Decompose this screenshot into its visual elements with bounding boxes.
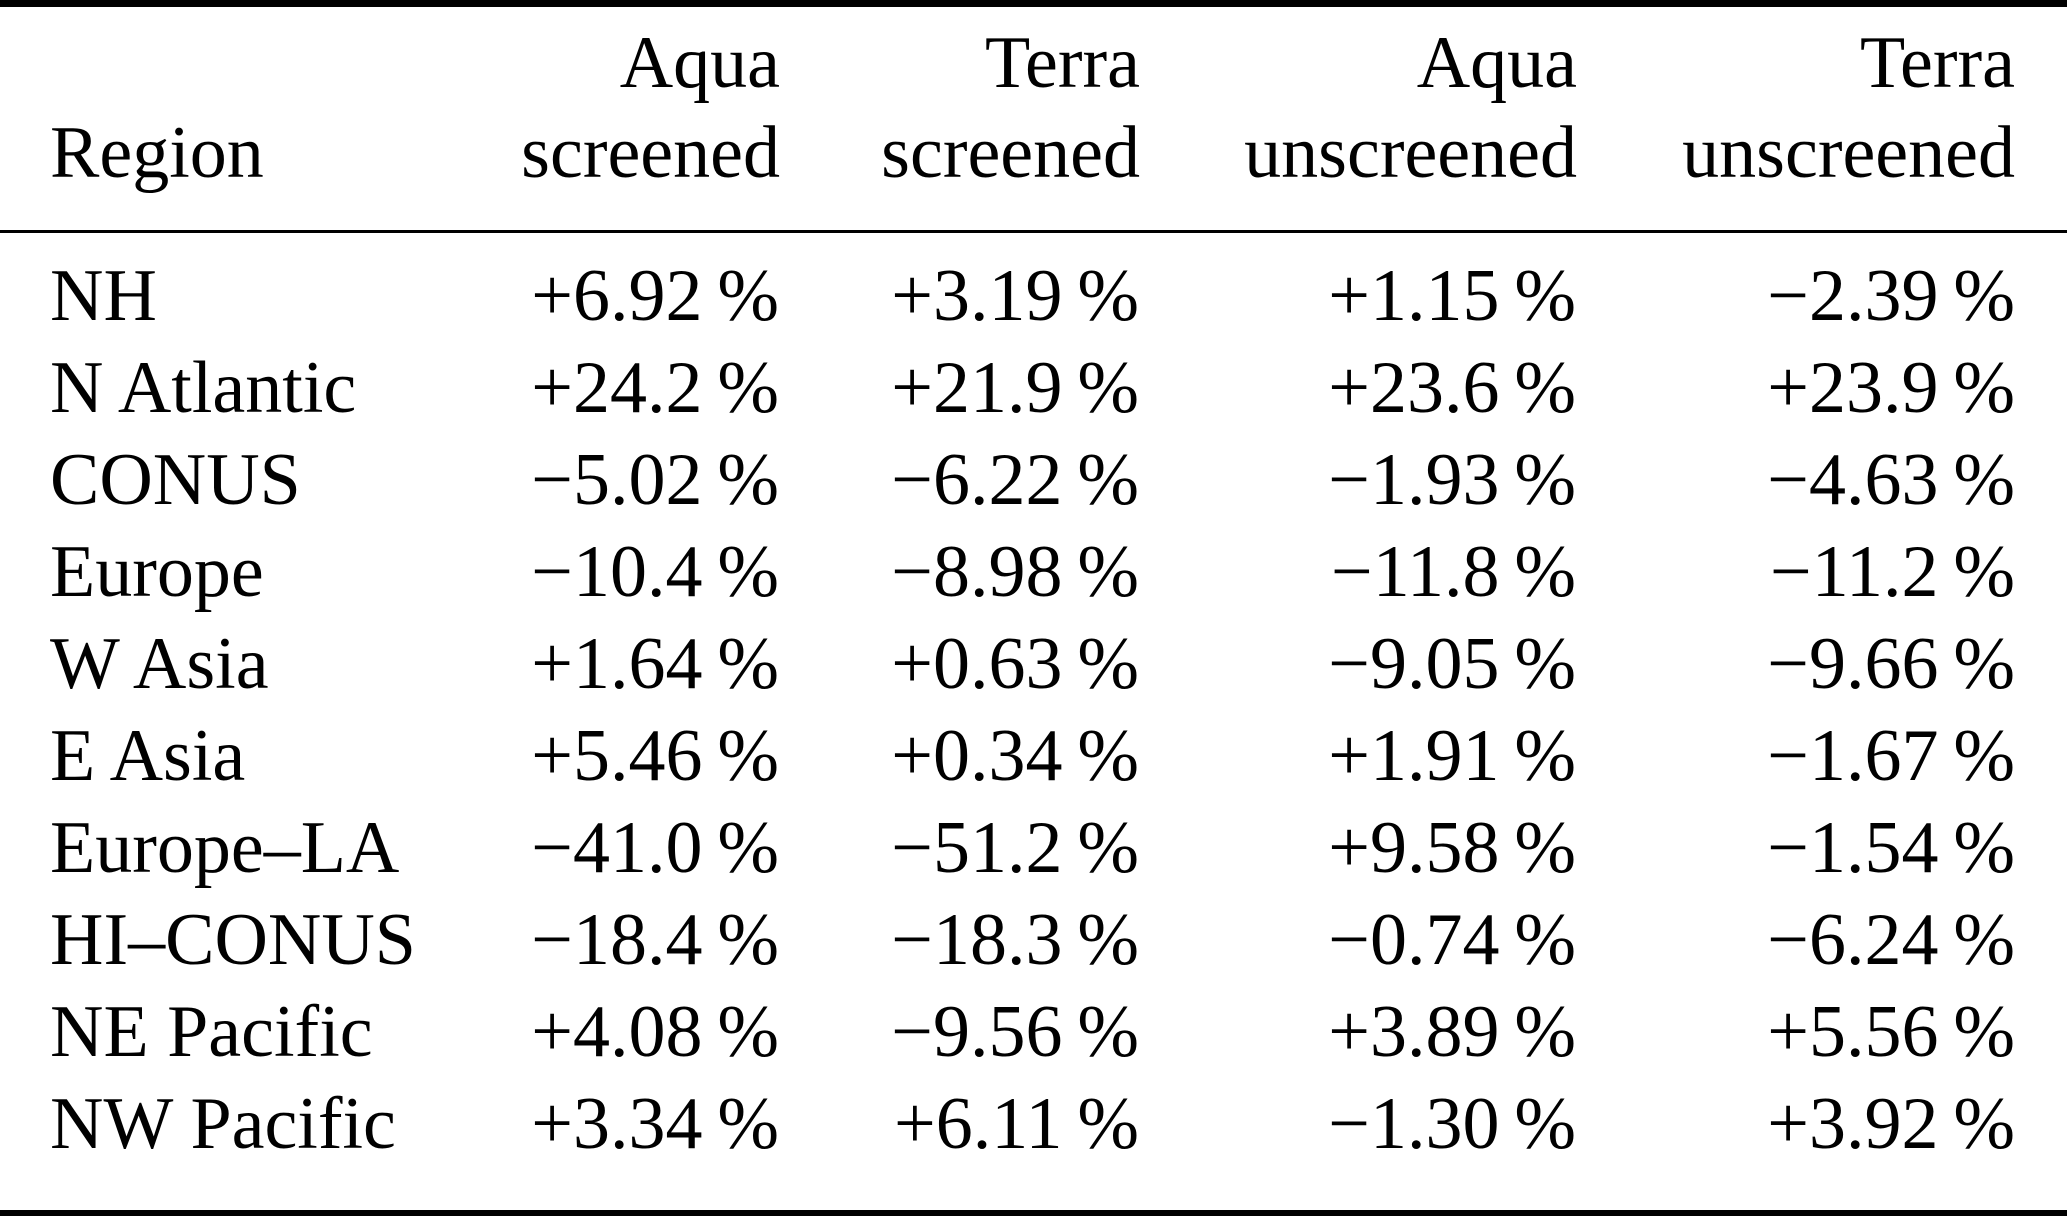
region-cell: Europe–LA: [50, 807, 400, 889]
region-cell: NW Pacific: [50, 1083, 396, 1165]
header-row: Region Aqua screened Terra screened Aqua…: [0, 3, 2067, 233]
value-cell: −18.4 %: [531, 899, 779, 981]
table-body: NH +6.92 % +3.19 % +1.15 % −2.39 % N Atl…: [0, 232, 2067, 1214]
column-header-terra-unscreened: Terra unscreened: [1577, 3, 2067, 233]
column-header-aqua-screened: Aqua screened: [430, 3, 780, 233]
region-cell: NH: [50, 255, 157, 337]
value-cell: +3.89 %: [1328, 991, 1576, 1073]
value-cell: −1.93 %: [1328, 439, 1576, 521]
value-cell: −9.56 %: [891, 991, 1139, 1073]
value-cell: +0.34 %: [891, 715, 1139, 797]
value-cell: +4.08 %: [531, 991, 779, 1073]
value-cell: −6.24 %: [1767, 899, 2015, 981]
value-cell: −4.63 %: [1767, 439, 2015, 521]
value-cell: −1.54 %: [1767, 807, 2015, 889]
value-cell: −5.02 %: [531, 439, 779, 521]
value-cell: +3.19 %: [891, 255, 1139, 337]
value-cell: −8.98 %: [891, 531, 1139, 613]
column-header-terra-screened-line1: Terra: [984, 22, 1140, 104]
table-row: E Asia +5.46 % +0.34 % +1.91 % −1.67 %: [0, 710, 2067, 802]
value-cell: +24.2 %: [531, 347, 779, 429]
column-header-aqua-unscreened-line2: unscreened: [1244, 112, 1577, 194]
column-header-aqua-screened-line2: screened: [521, 112, 780, 194]
value-cell: +5.56 %: [1767, 991, 2015, 1073]
value-cell: −0.74 %: [1328, 899, 1576, 981]
value-cell: +6.92 %: [531, 255, 779, 337]
table-row: Europe −10.4 % −8.98 % −11.8 % −11.2 %: [0, 526, 2067, 618]
value-cell: +3.92 %: [1767, 1083, 2015, 1165]
table-row: NH +6.92 % +3.19 % +1.15 % −2.39 %: [0, 232, 2067, 343]
value-cell: −1.67 %: [1767, 715, 2015, 797]
value-cell: +1.91 %: [1328, 715, 1576, 797]
table-header: Region Aqua screened Terra screened Aqua…: [0, 3, 2067, 233]
value-cell: −51.2 %: [891, 807, 1139, 889]
value-cell: +9.58 %: [1328, 807, 1576, 889]
value-cell: −18.3 %: [891, 899, 1139, 981]
column-header-terra-unscreened-line1: Terra: [1859, 22, 2015, 104]
value-cell: −6.22 %: [891, 439, 1139, 521]
region-cell: NE Pacific: [50, 991, 373, 1073]
value-cell: −11.8 %: [1331, 531, 1576, 613]
value-cell: +6.11 %: [894, 1083, 1139, 1165]
value-cell: +1.64 %: [531, 623, 779, 705]
value-cell: −9.66 %: [1767, 623, 2015, 705]
column-header-aqua-unscreened-line1: Aqua: [1416, 22, 1577, 104]
region-cell: W Asia: [50, 623, 269, 705]
value-cell: +3.34 %: [531, 1083, 779, 1165]
region-cell: HI–CONUS: [50, 899, 416, 981]
value-cell: +5.46 %: [531, 715, 779, 797]
region-cell: N Atlantic: [50, 347, 357, 429]
value-cell: +23.6 %: [1328, 347, 1576, 429]
column-header-terra-screened-line2: screened: [881, 112, 1140, 194]
column-header-terra-screened: Terra screened: [780, 3, 1140, 233]
table-row: N Atlantic +24.2 % +21.9 % +23.6 % +23.9…: [0, 342, 2067, 434]
value-cell: −11.2 %: [1770, 531, 2015, 613]
table-row: Europe–LA −41.0 % −51.2 % +9.58 % −1.54 …: [0, 802, 2067, 894]
column-header-aqua-unscreened: Aqua unscreened: [1140, 3, 1577, 233]
region-cell: Europe: [50, 531, 264, 613]
value-cell: +23.9 %: [1767, 347, 2015, 429]
value-cell: +1.15 %: [1328, 255, 1576, 337]
value-cell: −41.0 %: [531, 807, 779, 889]
value-cell: −2.39 %: [1767, 255, 2015, 337]
table-row: NW Pacific +3.34 % +6.11 % −1.30 % +3.92…: [0, 1078, 2067, 1213]
column-header-region-line2: Region: [50, 112, 264, 194]
value-cell: −10.4 %: [531, 531, 779, 613]
value-cell: +0.63 %: [891, 623, 1139, 705]
table-row: CONUS −5.02 % −6.22 % −1.93 % −4.63 %: [0, 434, 2067, 526]
table-row: W Asia +1.64 % +0.63 % −9.05 % −9.66 %: [0, 618, 2067, 710]
region-cell: CONUS: [50, 439, 301, 521]
value-cell: −9.05 %: [1328, 623, 1576, 705]
table-row: NE Pacific +4.08 % −9.56 % +3.89 % +5.56…: [0, 986, 2067, 1078]
value-cell: −1.30 %: [1328, 1083, 1576, 1165]
table-row: HI–CONUS −18.4 % −18.3 % −0.74 % −6.24 %: [0, 894, 2067, 986]
value-cell: +21.9 %: [891, 347, 1139, 429]
column-header-aqua-screened-line1: Aqua: [619, 22, 780, 104]
column-header-terra-unscreened-line2: unscreened: [1682, 112, 2015, 194]
region-cell: E Asia: [50, 715, 246, 797]
column-header-region: Region: [0, 3, 430, 233]
